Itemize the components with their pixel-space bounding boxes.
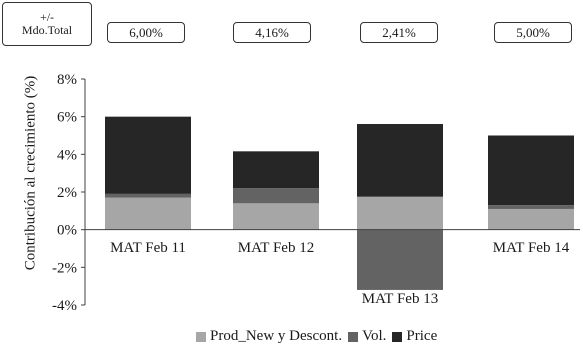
- y-tick-label: 2%: [57, 185, 77, 201]
- legend-swatch-prod-new: [196, 331, 206, 342]
- x-category-label: MAT Feb 11: [110, 240, 186, 256]
- bar-segment-prod-new: [357, 196, 443, 230]
- y-tick-label: -4%: [52, 298, 77, 314]
- legend-item-prod-new: Prod_New y Descont.: [196, 328, 342, 345]
- bar-segment-price: [105, 116, 191, 194]
- x-category-label: MAT Feb 13: [362, 291, 438, 307]
- bar-segment-prod-new: [105, 197, 191, 230]
- growth-value-box-1: 6,00%: [107, 22, 185, 43]
- y-tick-label: 8%: [57, 72, 77, 88]
- chart-legend: Prod_New y Descont. Vol. Price: [196, 328, 443, 345]
- growth-value-box-4: 5,00%: [494, 22, 572, 43]
- bar-segment-prod-new: [488, 208, 574, 230]
- bar-segment-vol: [105, 193, 191, 198]
- bar-segment-prod-new: [233, 203, 319, 230]
- legend-label-price: Price: [406, 328, 438, 344]
- bar-segment-price: [488, 135, 574, 206]
- y-tick-label: 4%: [57, 147, 77, 163]
- bar-segment-price: [357, 124, 443, 197]
- market-total-label-line1: +/-: [39, 10, 55, 24]
- legend-label-vol: Vol.: [362, 328, 387, 344]
- growth-value-box-3: 2,41%: [360, 22, 438, 43]
- bar-segment-vol: [357, 229, 443, 290]
- x-category-label: MAT Feb 12: [238, 240, 314, 256]
- y-tick-label: 0%: [57, 223, 77, 239]
- x-category-label: MAT Feb 14: [493, 240, 570, 256]
- bar-segment-price: [233, 151, 319, 189]
- growth-value-box-2: 4,16%: [233, 22, 311, 43]
- y-tick-label: -2%: [52, 260, 77, 276]
- legend-swatch-vol: [348, 331, 359, 342]
- legend-item-price: Price: [392, 328, 437, 345]
- y-tick-label: 6%: [57, 110, 77, 126]
- legend-label-prod-new: Prod_New y Descont.: [210, 328, 343, 344]
- legend-swatch-price: [392, 331, 403, 342]
- market-total-label-box: +/- Mdo.Total: [2, 2, 92, 46]
- market-total-label-line2: Mdo.Total: [21, 23, 73, 37]
- bar-segment-vol: [233, 188, 319, 204]
- legend-item-vol: Vol.: [348, 328, 386, 345]
- bar-segment-vol: [488, 205, 574, 209]
